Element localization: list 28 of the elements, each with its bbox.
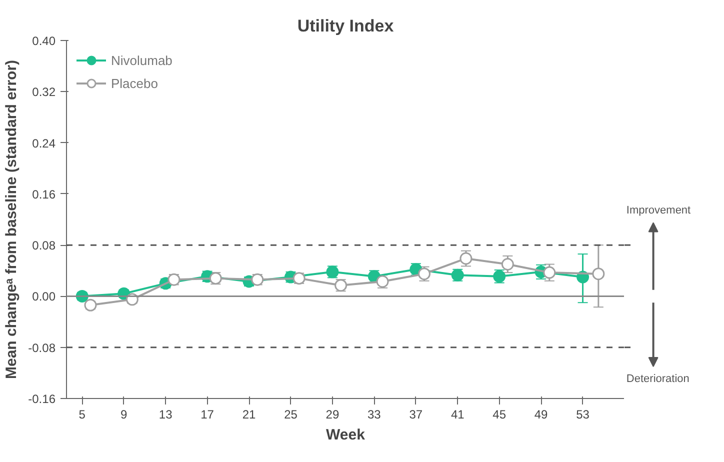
x-tick-label: 41 [450,408,465,422]
y-tick-label: 0.16 [32,187,56,202]
x-tick-label: 17 [200,408,214,422]
text: Improvement [626,204,691,216]
x-tick-label: 25 [284,408,298,422]
x-tick-label: 21 [242,408,256,422]
x-tick-label: 9 [120,408,128,422]
text: Deterioration [626,372,690,385]
y-axis-title: Mean changeᵃ from baseline (standard error) [3,60,20,380]
y-tick-label: -0.08 [28,340,56,355]
x-tick-label: 5 [78,408,86,422]
x-tick-label: 45 [492,408,506,422]
x-tick-label: 13 [158,408,173,422]
x-tick-label: 37 [409,408,423,422]
x-tick-label: 53 [576,408,590,422]
y-tick-label: 0.24 [32,136,56,150]
x-tick-label: 49 [534,408,548,422]
chart-title: Utility Index [297,16,394,36]
y-tick-label: 0.32 [32,85,56,100]
x-tick-label: 33 [368,408,382,422]
y-tick-label: -0.16 [28,392,56,406]
y-tick-label: 0.00 [32,290,56,304]
x-tick-label: 29 [326,408,340,422]
legend-label: Placebo [111,76,158,90]
legend-label: Nivolumab [111,52,172,68]
y-tick-label: 0.40 [32,34,56,48]
x-axis-title: Week [326,426,366,444]
y-tick-label: 0.08 [32,238,56,253]
